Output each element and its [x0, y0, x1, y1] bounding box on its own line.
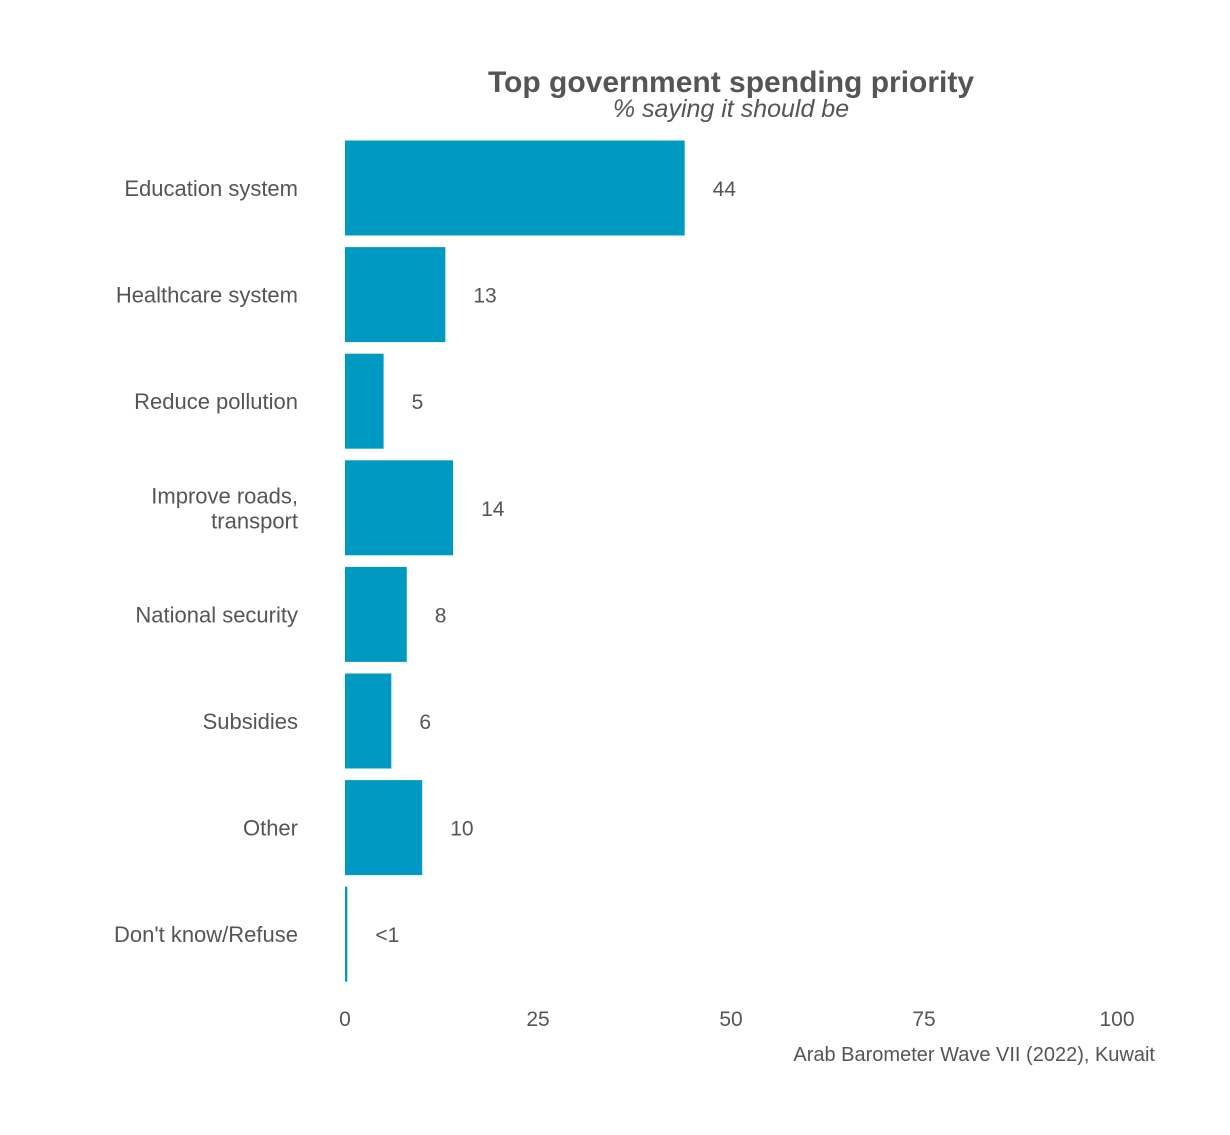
bar-7 — [345, 886, 348, 982]
category-label-0: Education system — [124, 176, 298, 201]
value-label-1: 13 — [473, 285, 496, 308]
value-label-7: <1 — [375, 924, 399, 947]
category-label-4: National security — [135, 602, 298, 627]
category-label-1: Healthcare system — [116, 283, 298, 308]
x-tick-label-2: 50 — [719, 1008, 742, 1031]
category-label-2: Reduce pollution — [134, 389, 298, 414]
x-tick-label-4: 100 — [1099, 1008, 1134, 1031]
bar-6 — [345, 780, 423, 876]
value-label-0: 44 — [713, 178, 737, 201]
x-tick-label-0: 0 — [339, 1008, 351, 1031]
category-label-3: Improve roads, transport — [151, 483, 298, 533]
bar-3 — [345, 460, 454, 556]
category-label-7: Don't know/Refuse — [114, 922, 298, 947]
chart-title: Top government spending priority — [487, 66, 975, 99]
value-label-2: 5 — [412, 391, 424, 414]
bar-0 — [345, 140, 685, 236]
chart-caption: Arab Barometer Wave VII (2022), Kuwait — [793, 1044, 1155, 1066]
bar-4 — [345, 566, 407, 662]
bar-2 — [345, 353, 384, 449]
value-label-4: 8 — [435, 604, 447, 627]
bar-5 — [345, 673, 392, 769]
x-tick-label-1: 25 — [526, 1008, 549, 1031]
chart-subtitle: % saying it should be — [612, 95, 850, 123]
value-label-6: 10 — [450, 818, 473, 841]
category-label-5: Subsidies — [203, 709, 298, 734]
value-label-5: 6 — [419, 711, 431, 734]
x-tick-label-3: 75 — [912, 1008, 935, 1031]
value-label-3: 14 — [481, 498, 505, 521]
bar-1 — [345, 247, 446, 343]
category-label-6: Other — [243, 816, 298, 841]
